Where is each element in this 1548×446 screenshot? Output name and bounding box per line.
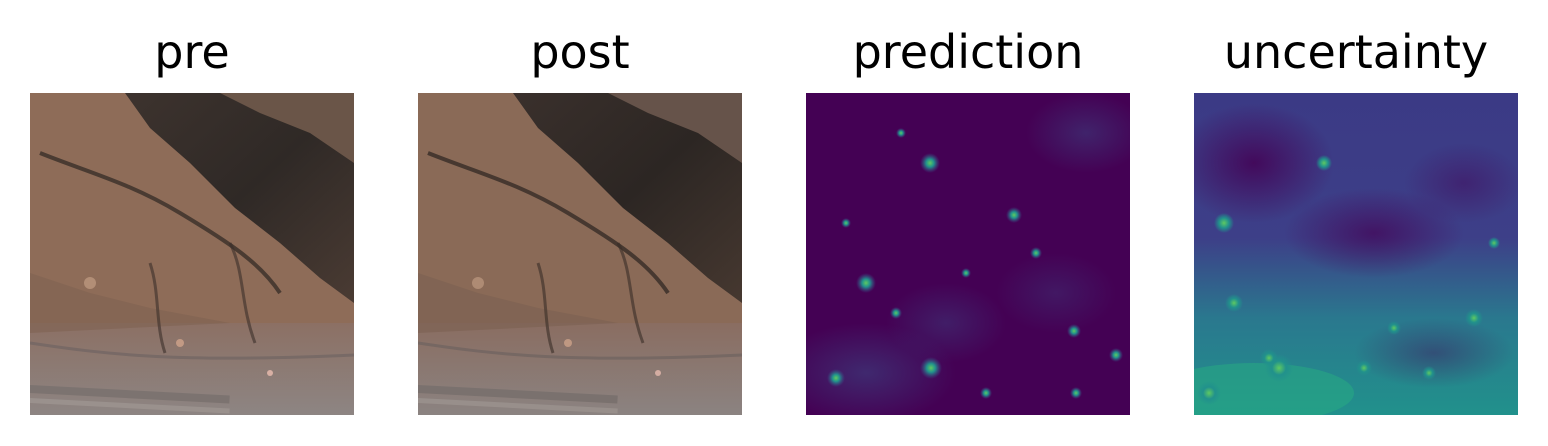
prediction-map [806,93,1130,415]
panel-pre: pre [30,0,354,446]
prediction-heatmap [806,93,1130,415]
pre-image [30,93,354,415]
post-image [418,93,742,415]
pre-satellite-image [30,93,354,415]
panel-prediction: prediction [806,0,1130,446]
panel-uncertainty: uncertainty [1194,0,1518,446]
panel-title-prediction: prediction [852,25,1084,79]
panel-title-uncertainty: uncertainty [1223,25,1489,79]
uncertainty-map [1194,93,1518,415]
panel-title-pre: pre [154,25,230,79]
panel-post: post [418,0,742,446]
post-satellite-image [418,93,742,415]
uncertainty-heatmap [1194,93,1518,415]
panel-title-post: post [530,25,630,79]
